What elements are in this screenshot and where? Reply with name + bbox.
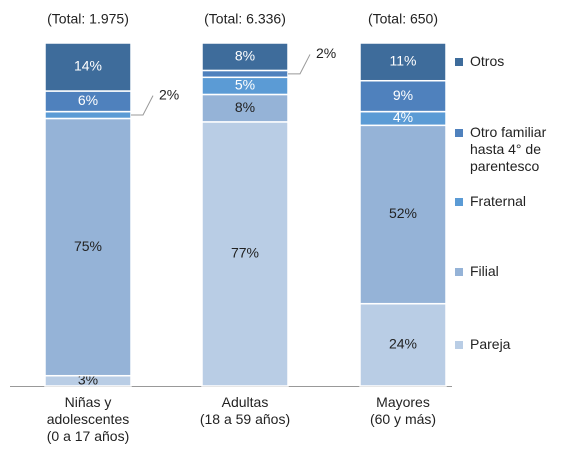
value-label: 75%	[74, 238, 102, 254]
value-label: 6%	[78, 92, 98, 108]
value-label: 24%	[389, 336, 417, 352]
value-label: 8%	[235, 99, 255, 115]
callout-line	[288, 54, 311, 75]
value-label: 11%	[390, 53, 417, 69]
value-label: 5%	[235, 77, 255, 93]
value-label: 77%	[231, 245, 259, 261]
legend-swatch	[455, 129, 463, 137]
legend-label: Fraternal	[470, 193, 527, 209]
legend-label: Pareja	[470, 336, 511, 352]
legend-label: Filial	[470, 263, 499, 279]
x-tick-label: Adultas (18 a 59 años)	[199, 394, 291, 427]
legend-label: Otros	[470, 53, 505, 69]
value-label: 2%	[316, 45, 336, 61]
legend-swatch	[455, 58, 463, 66]
value-label: 2%	[159, 86, 179, 102]
legend-swatch	[455, 268, 463, 276]
total-label: (Total: 650)	[368, 11, 438, 27]
bar-segment	[359, 124, 447, 305]
bar-segment	[201, 93, 289, 123]
value-label: 8%	[235, 47, 255, 63]
legend-swatch	[455, 198, 463, 206]
value-label: 14%	[74, 58, 102, 74]
total-label: (Total: 6.336)	[204, 11, 286, 27]
bar-segment	[44, 110, 132, 120]
bar-segment	[201, 69, 289, 79]
legend-swatch	[455, 341, 463, 349]
bar-segment	[201, 121, 289, 387]
bar-segment	[44, 117, 132, 377]
bar-segment	[201, 42, 289, 72]
legend-label: Otro familiar hasta 4° de parentesco	[470, 124, 547, 174]
x-tick-label: Niñas y adolescentes (0 a 17 años)	[46, 394, 130, 444]
callout-line	[131, 95, 154, 116]
value-label: 52%	[389, 205, 417, 221]
total-label: (Total: 1.975)	[47, 11, 129, 27]
value-label: 9%	[393, 87, 413, 103]
x-tick-label: Mayores (60 y más)	[369, 394, 437, 427]
bar-segment	[359, 79, 447, 113]
bar-segment	[359, 302, 447, 387]
bar-segment	[44, 42, 132, 92]
bar-segment	[359, 42, 447, 82]
value-label: 4%	[393, 109, 413, 125]
